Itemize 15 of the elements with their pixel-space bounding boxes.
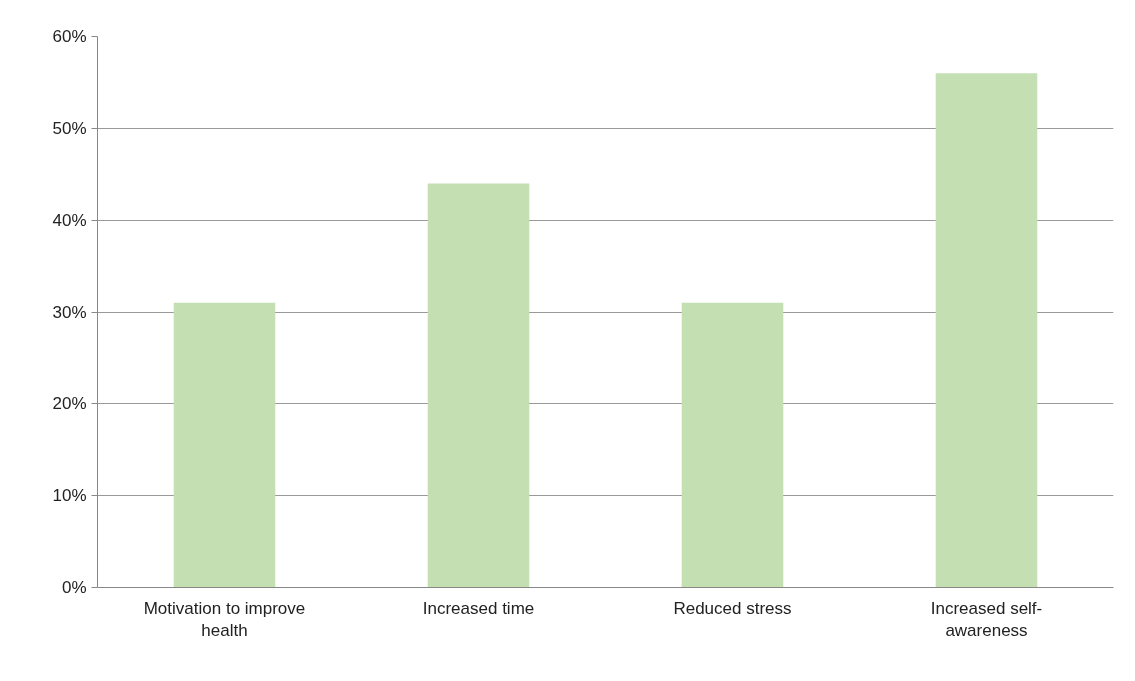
x-tick-label: Motivation to improve health [143, 598, 306, 641]
y-tick-label: 50% [52, 118, 87, 138]
bar [427, 183, 530, 588]
x-tick-label: Increased time [422, 598, 535, 618]
y-tick-label: 40% [52, 210, 87, 230]
x-tick-label: Reduced stress [673, 598, 792, 618]
y-tick-label: 10% [52, 486, 87, 506]
y-tick-label: 60% [52, 27, 87, 46]
bar [681, 302, 784, 588]
y-tick-label: 30% [52, 302, 87, 322]
y-tick-label: 20% [52, 394, 87, 414]
bar [173, 302, 276, 588]
bar [935, 73, 1038, 588]
y-tick-label: 0% [61, 578, 87, 597]
x-tick-label: Increased self-awareness [930, 598, 1043, 641]
